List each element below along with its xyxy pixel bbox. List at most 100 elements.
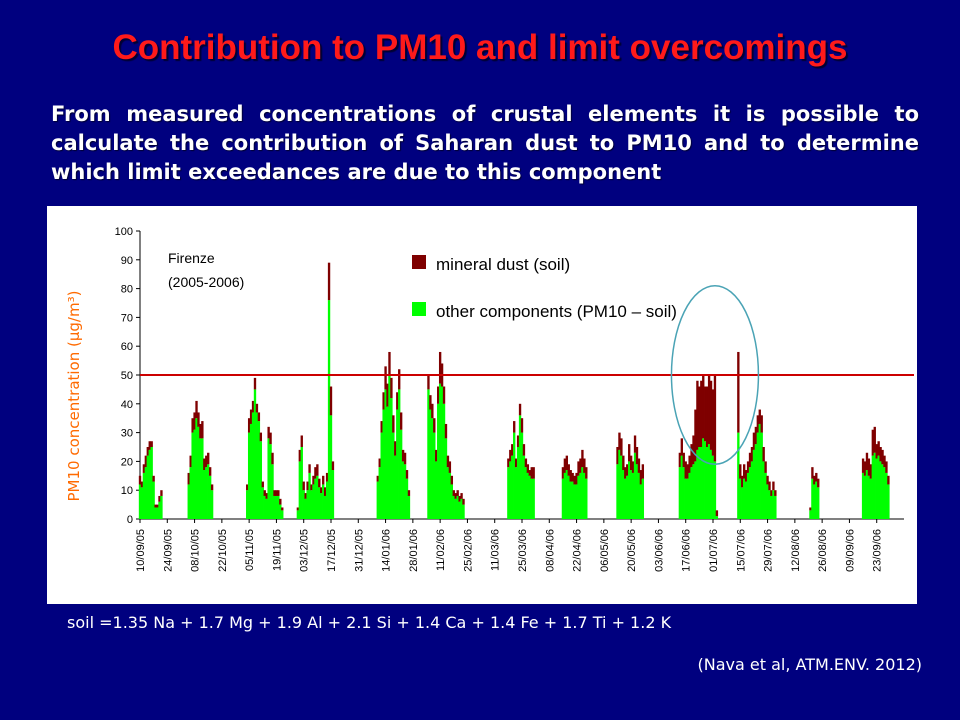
- bar-mineral-dust: [756, 415, 760, 433]
- bar-mineral-dust: [511, 444, 514, 456]
- x-tick-label: 05/11/05: [244, 529, 256, 571]
- bar-mineral-dust: [713, 375, 717, 462]
- bar-mineral-dust: [296, 507, 300, 511]
- bar-other-components: [696, 449, 699, 519]
- bar-mineral-dust: [193, 412, 196, 430]
- bar-other-components: [210, 490, 214, 519]
- bar-mineral-dust: [146, 447, 149, 456]
- bar-other-components: [680, 455, 683, 519]
- bar-other-components: [715, 516, 719, 519]
- pm10-chart: 0 10 20 30 40 50 60 70 80 90 100 10/09/05 24/09/05 08…: [115, 226, 914, 572]
- bar-mineral-dust: [446, 455, 450, 468]
- bar-other-components: [460, 498, 463, 519]
- bar-other-components: [518, 415, 522, 519]
- bar-other-components: [150, 447, 153, 519]
- bar-mineral-dust: [739, 464, 742, 479]
- bar-mineral-dust: [774, 490, 777, 496]
- bar-mineral-dust: [438, 351, 442, 384]
- bar-other-components: [707, 444, 711, 519]
- bar-mineral-dust: [308, 464, 311, 473]
- bar-other-components: [571, 481, 574, 519]
- bar-other-components: [255, 412, 259, 519]
- bar-mineral-dust: [427, 375, 430, 390]
- bar-other-components: [513, 432, 516, 519]
- bar-other-components: [263, 495, 266, 519]
- bar-other-components: [762, 461, 765, 519]
- bar-mineral-dust: [251, 400, 255, 413]
- bar-other-components: [752, 449, 756, 519]
- bar-other-components: [380, 432, 383, 519]
- bar-other-components: [403, 464, 407, 519]
- bar-mineral-dust: [815, 472, 818, 482]
- bar-other-components: [203, 470, 206, 519]
- bar-mineral-dust: [715, 510, 719, 517]
- bar-other-components: [316, 475, 319, 519]
- y-tick-label: 0: [127, 514, 133, 526]
- bar-mineral-dust: [306, 481, 309, 491]
- bar-other-components: [631, 472, 635, 519]
- bar-other-components: [772, 490, 775, 519]
- bar-mineral-dust: [269, 432, 272, 445]
- bar-other-components: [879, 461, 882, 519]
- bar-other-components: [208, 475, 212, 519]
- bar-mineral-dust: [705, 386, 709, 447]
- bar-mineral-dust: [312, 475, 315, 485]
- bar-other-components: [750, 461, 754, 519]
- bar-other-components: [705, 447, 709, 519]
- bar-other-components: [310, 490, 313, 519]
- intro-text: From measured concentrations of crustal …: [51, 102, 919, 184]
- bar-other-components: [688, 472, 691, 519]
- bar-other-components: [746, 472, 750, 519]
- bar-other-components: [678, 467, 682, 519]
- bar-other-components: [279, 504, 282, 519]
- bar-other-components: [861, 472, 865, 519]
- legend-label-other-components: other components (PM10 – soil): [436, 302, 677, 321]
- bar-other-components: [277, 495, 280, 519]
- bar-other-components: [405, 478, 409, 519]
- bar-other-components: [142, 472, 146, 519]
- bar-other-components: [253, 389, 257, 519]
- bar-mineral-dust: [631, 461, 635, 473]
- y-axis-label: PM10 concentration (μg/m³): [65, 290, 83, 502]
- bar-other-components: [624, 478, 627, 519]
- bar-mineral-dust: [629, 455, 633, 471]
- bar-other-components: [312, 484, 315, 519]
- bar-mineral-dust: [514, 458, 518, 468]
- bar-other-components: [437, 403, 440, 519]
- bar-other-components: [320, 493, 323, 519]
- bar-mineral-dust: [758, 409, 761, 424]
- x-tick-label: 20/05/06: [626, 529, 638, 572]
- bar-mineral-dust: [197, 412, 200, 427]
- bar-mineral-dust: [883, 455, 886, 468]
- y-tick-label: 100: [115, 226, 133, 238]
- bar-other-components: [431, 418, 434, 519]
- bar-mineral-dust: [748, 452, 752, 468]
- bar-other-components: [259, 441, 263, 519]
- bar-other-components: [626, 475, 629, 519]
- bar-mineral-dust: [709, 380, 713, 450]
- x-tick-label: 17/12/05: [326, 529, 338, 572]
- x-tick-label: 01/07/06: [708, 529, 720, 572]
- bar-other-components: [764, 472, 767, 519]
- bar-other-components: [867, 475, 871, 519]
- bar-other-components: [187, 484, 190, 519]
- bar-mineral-dust: [246, 484, 249, 491]
- bar-mineral-dust: [392, 415, 395, 433]
- bar-other-components: [246, 490, 249, 519]
- x-tick-label: 31/12/05: [353, 529, 365, 572]
- bar-mineral-dust: [191, 418, 194, 433]
- x-tick-label: 03/06/06: [653, 529, 665, 572]
- bar-other-components: [684, 478, 687, 519]
- bar-mineral-dust: [861, 458, 865, 473]
- y-tick-label: 30: [121, 428, 133, 440]
- x-tick-label: 10/09/05: [135, 529, 147, 572]
- bar-other-components: [511, 455, 514, 519]
- bar-mineral-dust: [624, 467, 627, 479]
- bar-other-components: [376, 481, 379, 519]
- bar-other-components: [249, 423, 253, 519]
- bar-mineral-dust: [318, 478, 321, 488]
- legend-item-mineral-dust: mineral dust (soil): [412, 255, 570, 275]
- bar-other-components: [399, 429, 403, 519]
- bar-mineral-dust: [524, 458, 528, 468]
- bar-other-components: [817, 487, 820, 519]
